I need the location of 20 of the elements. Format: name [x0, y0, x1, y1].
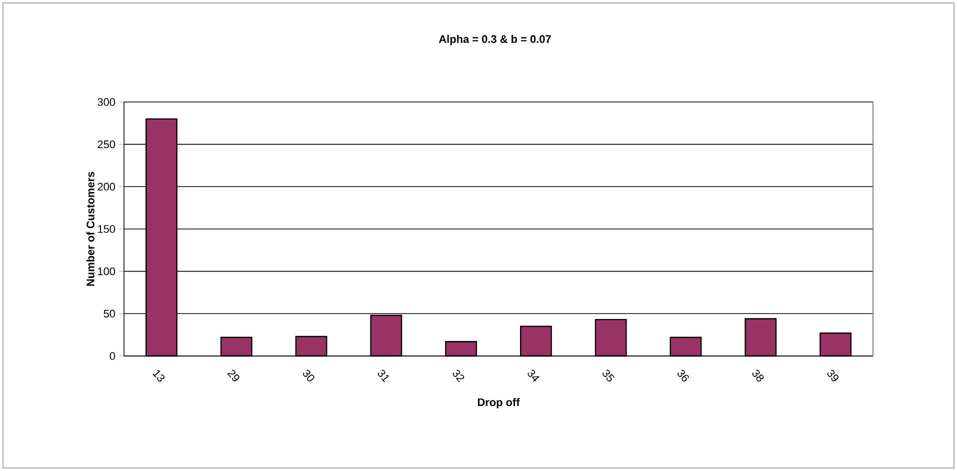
y-tick-label: 300	[98, 98, 116, 106]
y-tick-label: 0	[110, 352, 116, 360]
y-axis-title: Number of Customers	[86, 172, 94, 286]
x-tick-label: 30	[302, 370, 314, 382]
x-tick-label: 39	[827, 370, 838, 382]
x-tick-label: 29	[227, 370, 240, 382]
y-tick-label: 50	[104, 310, 116, 318]
x-tick-label: 35	[602, 370, 615, 382]
y-tick-label: 150	[98, 225, 116, 233]
y-tick-label: 200	[98, 182, 116, 191]
chart-title: Alpha = 0.3 & b = 0.07	[438, 34, 551, 46]
x-tick-label: 36	[677, 370, 689, 382]
x-axis-title: Drop off	[478, 398, 520, 408]
x-tick-label: 31	[378, 370, 389, 382]
x-tick-label: 32	[452, 370, 464, 382]
y-tick-label: 100	[98, 267, 116, 276]
x-tick-label: 34	[528, 370, 540, 382]
x-tick-label: 38	[752, 370, 764, 382]
x-tick-label: 13	[152, 370, 165, 382]
y-tick-label: 250	[98, 140, 116, 148]
